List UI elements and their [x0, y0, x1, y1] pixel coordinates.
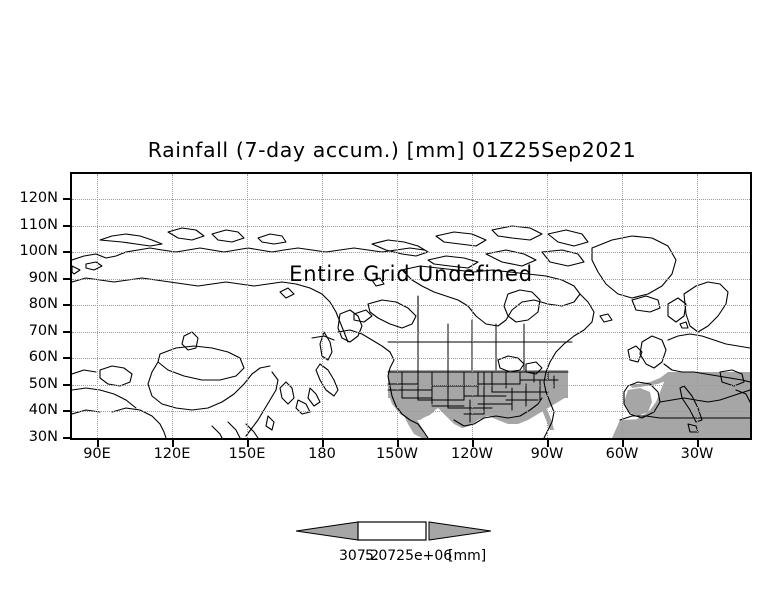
y-axis-tick	[63, 384, 70, 386]
colorbar-tick-right: 5.0725e+06	[365, 548, 453, 564]
y-axis-label: 80N	[28, 296, 58, 312]
y-axis-tick	[63, 304, 70, 306]
x-axis-label: 90E	[83, 446, 111, 462]
map-clip	[72, 174, 750, 438]
colorbar-units: [mm]	[448, 548, 487, 564]
colorbar-icon	[296, 521, 491, 541]
y-axis-label: 30N	[28, 429, 58, 445]
world-map-icon	[72, 225, 750, 438]
y-axis-label: 60N	[28, 349, 58, 365]
x-axis-label: 90W	[530, 446, 564, 462]
x-axis-tick	[97, 440, 99, 447]
x-axis-label: 60W	[605, 446, 639, 462]
x-axis-tick	[172, 440, 174, 447]
y-axis-label: 40N	[28, 402, 58, 418]
x-axis-tick	[547, 440, 549, 447]
y-axis-tick	[63, 198, 70, 200]
y-axis-label: 70N	[28, 323, 58, 339]
x-axis-label: 150W	[375, 446, 418, 462]
x-axis-tick	[472, 440, 474, 447]
colorbar-tick-left: 307.2	[339, 548, 380, 564]
x-axis-tick	[397, 440, 399, 447]
x-axis-label: 150E	[228, 446, 266, 462]
y-axis-tick	[63, 331, 70, 333]
map-plot-area	[70, 172, 752, 440]
x-axis-label: 180	[308, 446, 336, 462]
colorbar: 307.2 5.0725e+06 [mm]	[0, 518, 784, 578]
y-axis-tick	[63, 437, 70, 439]
y-axis-tick	[63, 251, 70, 253]
y-axis-tick	[63, 278, 70, 280]
x-axis-label: 120W	[450, 446, 493, 462]
x-axis-tick	[697, 440, 699, 447]
y-axis-labels: 30N 40N 50N 60N 70N 80N 90N 100N 110N 120N	[0, 0, 62, 612]
x-axis-tick	[247, 440, 249, 447]
x-axis-tick	[322, 440, 324, 447]
grid-undefined-annotation: Entire Grid Undefined	[289, 262, 533, 286]
y-axis-tick	[63, 410, 70, 412]
y-axis-tick	[63, 225, 70, 227]
x-axis-label: 120E	[153, 446, 191, 462]
y-axis-label: 120N	[19, 190, 58, 206]
y-axis-label: 110N	[19, 217, 58, 233]
x-axis-label: 30W	[680, 446, 714, 462]
x-axis-tick	[622, 440, 624, 447]
y-axis-label: 90N	[28, 270, 58, 286]
y-axis-label: 100N	[19, 243, 58, 259]
y-axis-tick	[63, 357, 70, 359]
page-title: Rainfall (7-day accum.) [mm] 01Z25Sep202…	[147, 138, 637, 162]
y-axis-label: 50N	[28, 376, 58, 392]
